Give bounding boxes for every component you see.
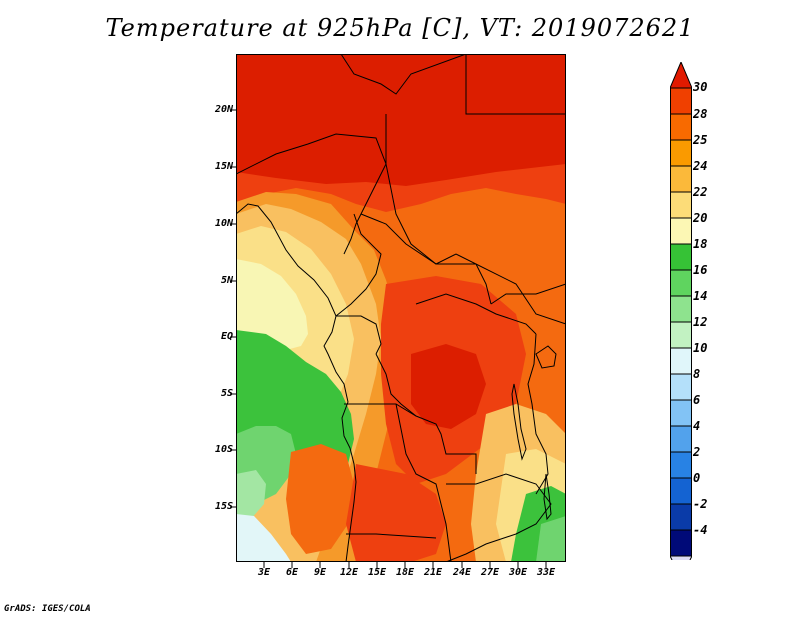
lake-malawi: [543, 473, 552, 521]
border-nw: [340, 54, 467, 95]
lon-label: 6E: [285, 567, 299, 578]
colorbar-label: 6: [693, 393, 701, 407]
lat-ticks: [230, 109, 236, 508]
border-zambia: [445, 473, 552, 562]
lon-label: 12E: [339, 567, 359, 578]
colorbar-label: 28: [693, 107, 708, 121]
colorbar-label: 12: [693, 315, 708, 329]
temperature-map: [236, 54, 566, 562]
lon-label: 21E: [423, 567, 443, 578]
lon-label: 9E: [313, 567, 327, 578]
lat-label: 15S: [214, 501, 233, 512]
lon-label: 15E: [367, 567, 387, 578]
colorbar-swatch: [670, 321, 692, 349]
colorbar-label: -4: [693, 523, 708, 537]
border-car: [360, 213, 566, 325]
border-gabon: [336, 315, 382, 355]
colorbar-swatch: [670, 139, 692, 167]
colorbar-swatch: [670, 425, 692, 453]
lat-label: 5N: [220, 275, 233, 286]
colorbar-swatch: [670, 503, 692, 531]
zone-18: [236, 259, 308, 350]
lake-victoria: [535, 345, 557, 369]
lat-label: 15N: [214, 161, 233, 172]
zone-12: [236, 470, 266, 524]
lake-tanganyika: [511, 383, 527, 461]
colorbar-label: 2: [693, 445, 701, 459]
colorbar-label: 14: [693, 289, 708, 303]
colorbar-top-triangle: [670, 62, 692, 89]
colorbar-bottom-triangle: [670, 555, 692, 560]
colorbar-swatch: [670, 269, 692, 297]
border-congo: [375, 353, 417, 417]
colorbar-swatch: [670, 243, 692, 271]
colorbar-swatch: [670, 113, 692, 141]
lat-label: 10S: [214, 444, 233, 455]
zone-hotspot: [286, 444, 354, 554]
lon-ticks: [263, 562, 547, 568]
grads-credit: GrADS: IGES/COLA: [4, 604, 91, 614]
border-cam: [335, 213, 382, 317]
zone-east-14: [536, 516, 566, 562]
colorbar-swatch: [670, 529, 692, 557]
zone-congo-30: [411, 344, 486, 429]
lon-label: 18E: [395, 567, 415, 578]
colorbar-label: 24: [693, 159, 708, 173]
lat-label: 5S: [220, 388, 233, 399]
colorbar-swatch: [670, 191, 692, 219]
colorbar-swatch: [670, 399, 692, 427]
colorbar-label: 16: [693, 263, 708, 277]
colorbar: [670, 62, 692, 560]
coastline: [236, 203, 357, 562]
border-east-sudan: [490, 283, 566, 305]
colorbar-swatch: [670, 451, 692, 479]
border-angola: [344, 403, 477, 474]
colorbar-swatch: [670, 295, 692, 323]
lon-label: 27E: [480, 567, 500, 578]
colorbar-label: 20: [693, 211, 708, 225]
colorbar-swatch: [670, 347, 692, 375]
lon-label: 30E: [508, 567, 528, 578]
colorbar-swatch: [670, 477, 692, 505]
colorbar-label: 18: [693, 237, 708, 251]
lat-label: 10N: [214, 218, 233, 229]
zone-10: [236, 514, 291, 562]
lat-label: 20N: [214, 104, 233, 115]
border-drc-north: [415, 293, 537, 335]
lat-label: EQ: [220, 331, 233, 342]
colorbar-label: 8: [693, 367, 701, 381]
colorbar-label: 22: [693, 185, 708, 199]
border-namibia: [346, 533, 437, 539]
boundaries: [236, 54, 566, 562]
colorbar-label: 25: [693, 133, 708, 147]
lon-label: 24E: [452, 567, 472, 578]
border-libya: [465, 54, 566, 115]
colorbar-label: 30: [693, 80, 708, 94]
colorbar-swatch: [670, 373, 692, 401]
lon-label: 33E: [536, 567, 556, 578]
colorbar-swatch: [670, 87, 692, 115]
colorbar-swatch: [670, 217, 692, 245]
colorbar-label: 4: [693, 419, 701, 433]
colorbar-label: 10: [693, 341, 708, 355]
colorbar-label: 0: [693, 471, 701, 485]
colorbar-swatch: [670, 165, 692, 193]
lon-label: 3E: [257, 567, 271, 578]
map-title: Temperature at 925hPa [C], VT: 201907262…: [105, 14, 695, 42]
temperature-field: [236, 54, 566, 562]
colorbar-label: -2: [693, 497, 708, 511]
border-angola-east: [395, 403, 452, 562]
border-drc-east: [527, 333, 549, 495]
